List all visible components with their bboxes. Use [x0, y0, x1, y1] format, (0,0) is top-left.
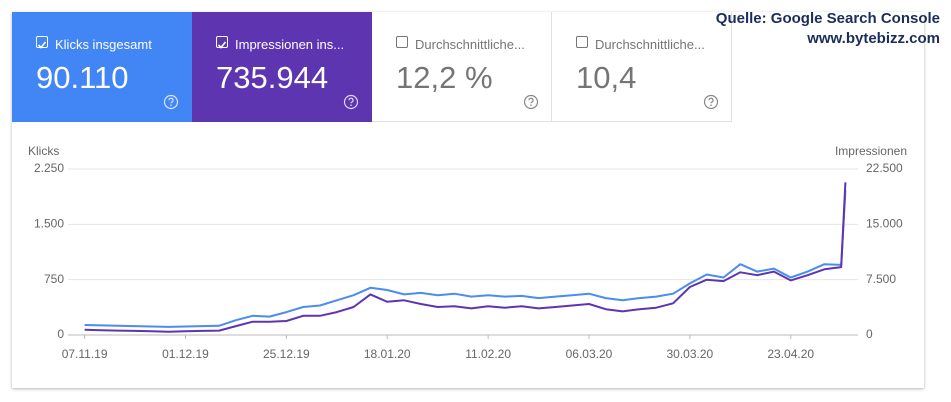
metric-card[interactable]: Klicks insgesamt 90.110	[12, 12, 192, 122]
metric-label: Klicks insgesamt	[55, 37, 152, 52]
y2-tick-label: 0	[866, 327, 873, 341]
y-axis-label: Klicks	[28, 144, 59, 158]
x-tick-label: 23.04.20	[767, 347, 814, 361]
metric-card[interactable]: Durchschnittliche... 12,2 %	[372, 12, 552, 122]
x-tick-label: 06.03.20	[566, 347, 613, 361]
series-line	[84, 182, 847, 333]
metric-value: 735.944	[216, 60, 329, 95]
help-icon[interactable]	[703, 94, 719, 110]
help-icon[interactable]	[343, 94, 359, 110]
help-icon[interactable]	[163, 94, 179, 110]
y-tick-label: 1.500	[34, 217, 64, 231]
metric-value: 12,2 %	[396, 60, 493, 95]
metric-value: 90.110	[36, 60, 129, 95]
help-icon[interactable]	[523, 94, 539, 110]
checkbox	[396, 36, 408, 48]
x-tick-label: 25.12.19	[263, 347, 310, 361]
y-tick-label: 750	[44, 272, 64, 286]
y2-tick-label: 15.000	[866, 217, 903, 231]
y-tick-label: 0	[57, 327, 64, 341]
y-tick-label: 2.250	[34, 161, 64, 175]
source-line: Quelle: Google Search Console	[715, 10, 940, 27]
performance-panel: Klicks Impressionen 0 750 1.500 2.250 0 7.500 15…	[12, 12, 924, 388]
y2-axis-label: Impressionen	[835, 144, 907, 158]
chart: Klicks Impressionen 0 750 1.500 2.250 0 7.500 15…	[28, 144, 907, 361]
series-line	[84, 190, 847, 328]
x-tick-label: 11.02.20	[465, 347, 511, 361]
metric-card[interactable]: Durchschnittliche... 10,4	[552, 12, 732, 122]
metric-label: Durchschnittliche...	[595, 37, 705, 52]
metric-card[interactable]: Impressionen ins... 735.944	[192, 12, 372, 122]
check	[37, 41, 47, 49]
x-tick-label: 30.03.20	[667, 347, 714, 361]
source-note: Quelle: Google Search Console www.bytebi…	[716, 9, 940, 49]
y2-tick-label: 7.500	[866, 272, 896, 286]
metric-label: Durchschnittliche...	[415, 37, 525, 52]
checkbox	[216, 36, 228, 49]
metric-value: 10,4	[576, 60, 637, 95]
checkbox	[576, 36, 588, 48]
x-tick-label: 07.11.19	[62, 347, 108, 361]
source-url: www.bytebizz.com	[807, 30, 940, 47]
checkbox	[36, 36, 48, 49]
x-tick-label: 18.01.20	[364, 347, 411, 361]
metric-label: Impressionen ins...	[235, 37, 345, 52]
check	[217, 41, 227, 49]
y2-tick-label: 22.500	[866, 161, 903, 175]
x-tick-label: 01.12.19	[162, 347, 209, 361]
